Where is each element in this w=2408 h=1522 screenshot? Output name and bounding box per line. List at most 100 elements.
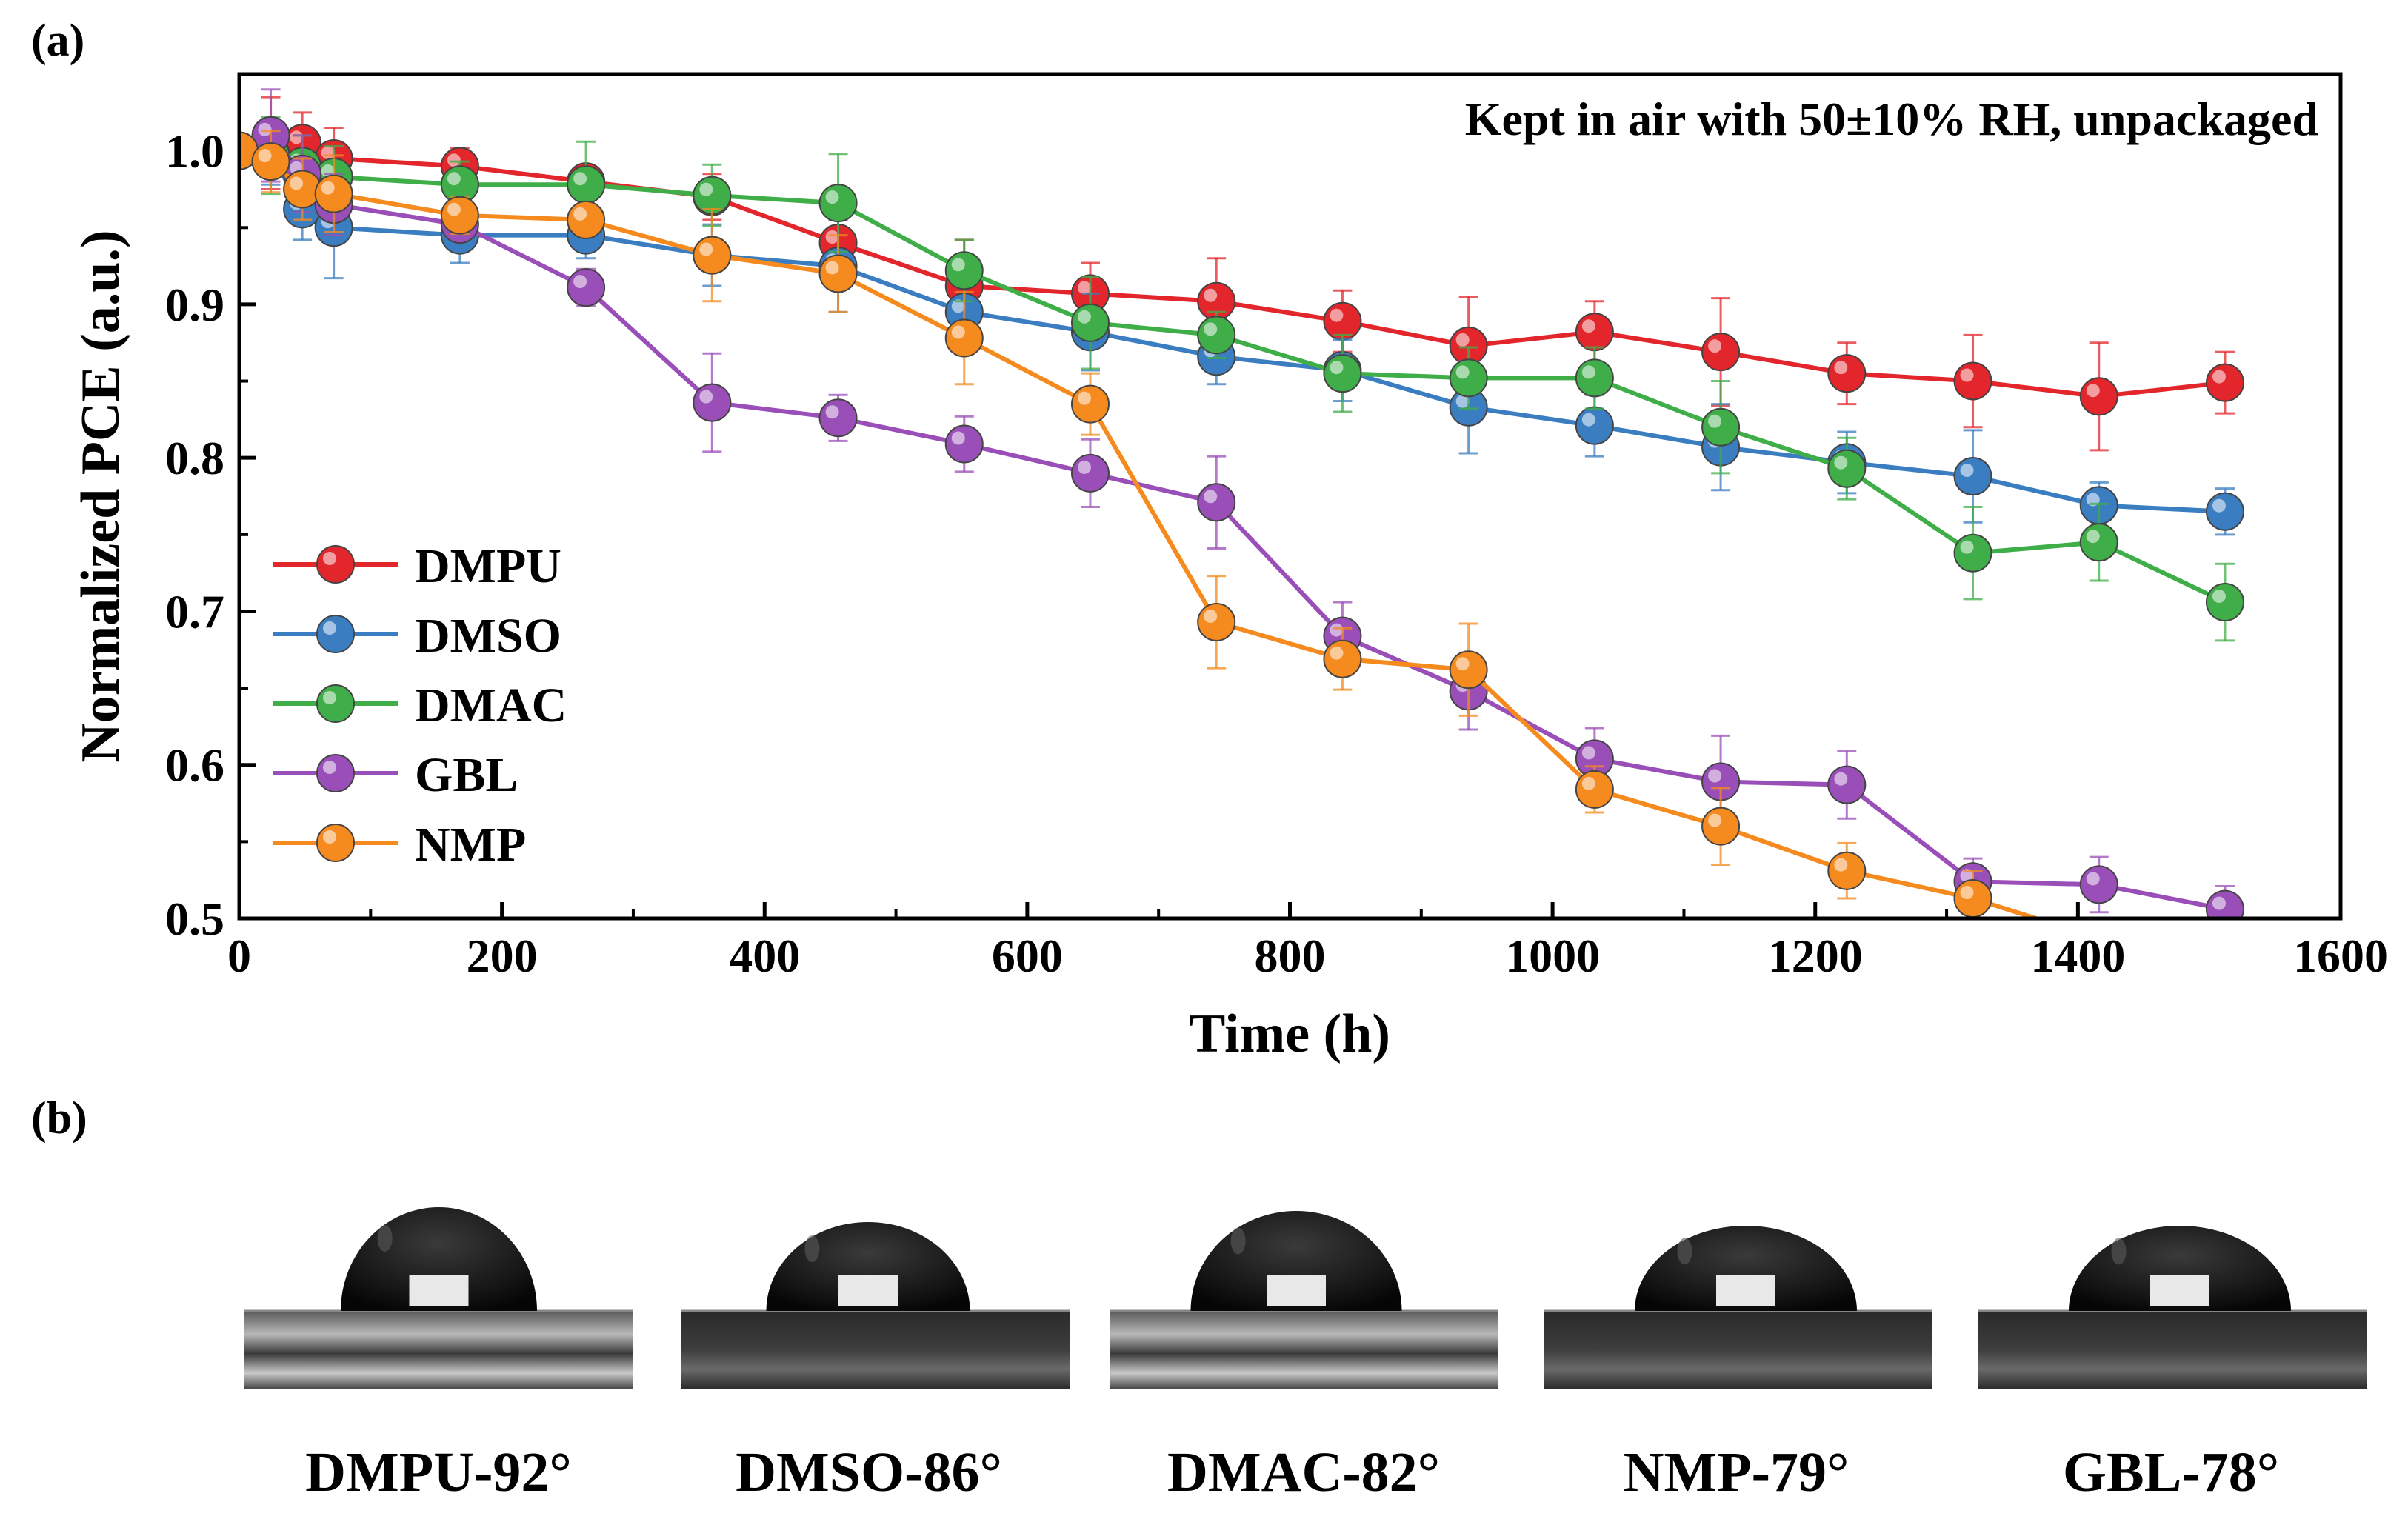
data-point (1323, 354, 1362, 393)
data-point-highlight (290, 176, 304, 190)
y-tick-label: 0.5 (165, 892, 224, 945)
data-point (1827, 765, 1867, 804)
data-point (2079, 865, 2118, 904)
y-tick-label: 1.0 (165, 125, 224, 178)
data-point-highlight (1960, 869, 1974, 883)
data-point (2079, 377, 2118, 416)
data-point-highlight (1581, 746, 1595, 760)
data-point-highlight (1455, 365, 1470, 379)
data-point (1575, 358, 1614, 398)
data-point (1575, 313, 1614, 352)
y-axis-label: Normalized PCE (a.u.) (70, 230, 131, 762)
data-point (1827, 449, 1867, 488)
data-point-highlight (1204, 609, 1218, 623)
data-point-highlight (2212, 370, 2226, 384)
data-point-highlight (951, 325, 965, 339)
legend: DMPU DMSO DMAC GBL NMP (273, 539, 567, 872)
data-point (944, 424, 984, 464)
data-point-highlight (1960, 368, 1974, 382)
data-point-highlight (447, 172, 461, 186)
data-point-highlight (1077, 281, 1091, 295)
data-point (1827, 354, 1867, 393)
data-point-highlight (1455, 657, 1470, 671)
contact-angle-caption-dmso: DMSO-86° (736, 1441, 1002, 1503)
data-point-highlight (825, 405, 839, 419)
data-point (818, 254, 858, 293)
x-tick-label: 1600 (2293, 929, 2388, 982)
data-point-highlight (2086, 872, 2100, 886)
data-point-highlight (1455, 394, 1470, 408)
data-point-highlight (1204, 322, 1218, 336)
data-point-highlight (447, 153, 461, 167)
data-point (944, 318, 984, 358)
data-point-highlight (1330, 623, 1344, 637)
data-point-highlight (447, 202, 461, 216)
data-point (1449, 650, 1488, 690)
contact-angle-image-nmp (1544, 1181, 1932, 1389)
data-point (818, 398, 858, 438)
data-point-highlight (1834, 858, 1848, 872)
data-point (693, 236, 732, 275)
axis-ticks (237, 73, 2343, 921)
data-point (1701, 807, 1741, 846)
data-point (2205, 889, 2244, 918)
data-point-highlight (321, 181, 335, 195)
data-point-highlight (1708, 414, 1722, 428)
panel-b-label: (b) (31, 1093, 87, 1144)
x-tick-label: 1200 (1768, 929, 1863, 982)
data-point (1070, 303, 1110, 342)
data-point-highlight (258, 149, 272, 163)
data-point (2205, 492, 2244, 531)
data-point-highlight (1834, 361, 1848, 375)
contact-angle-caption-dmac: DMAC-82° (1167, 1441, 1441, 1503)
data-point (2079, 523, 2118, 562)
data-point (251, 142, 290, 181)
data-point-highlight (1834, 772, 1848, 786)
data-point-highlight (951, 258, 965, 272)
data-point-highlight (1077, 310, 1091, 324)
data-point-highlight (2086, 384, 2100, 398)
series-line (239, 148, 2037, 918)
data-point-highlight (258, 122, 272, 136)
x-tick-label: 800 (1255, 929, 1326, 982)
data-point-highlight (2212, 896, 2226, 910)
data-point (2205, 363, 2244, 402)
contact-angle-caption-dmpu: DMPU-92° (305, 1441, 572, 1503)
contact-angle-image-dmso (681, 1181, 1070, 1389)
data-point-highlight (1960, 464, 1974, 478)
data-point-highlight (2212, 590, 2226, 604)
data-point (1953, 361, 1992, 401)
x-tick-label: 1400 (2030, 929, 2125, 982)
data-point-highlight (573, 275, 587, 289)
data-point (1827, 851, 1867, 890)
data-point-highlight (1581, 776, 1595, 790)
data-point (1953, 533, 1992, 573)
legend-marker-highlight (323, 621, 336, 635)
data-point-highlight (1204, 288, 1218, 302)
x-tick-label: 400 (729, 929, 800, 982)
legend-marker (316, 615, 355, 653)
data-point (567, 268, 606, 307)
tick-labels: 0 200 400 600 800 1000 1200 1400 1600 0.5 0.6 0.7 0.… (165, 125, 2388, 982)
data-point (1197, 602, 1236, 641)
data-point-highlight (1204, 490, 1218, 504)
data-point-highlight (1330, 361, 1344, 375)
legend-label: GBL (415, 748, 518, 802)
legend-marker (316, 754, 355, 792)
y-tick-label: 0.9 (165, 278, 224, 331)
y-tick-label: 0.7 (165, 585, 224, 638)
data-point-highlight (1077, 460, 1091, 474)
legend-marker-highlight (323, 552, 336, 565)
legend-marker (316, 545, 355, 584)
data-point (1953, 457, 1992, 496)
data-point (1701, 407, 1741, 447)
data-point-highlight (951, 431, 965, 445)
data-point-highlight (1960, 540, 1974, 554)
data-point-highlight (573, 207, 587, 221)
data-point-highlight (1960, 886, 1974, 900)
data-point (818, 184, 858, 223)
data-point-highlight (1581, 413, 1595, 427)
x-tick-label: 1000 (1505, 929, 1600, 982)
data-point (693, 383, 732, 422)
data-point-highlight (2086, 530, 2100, 544)
